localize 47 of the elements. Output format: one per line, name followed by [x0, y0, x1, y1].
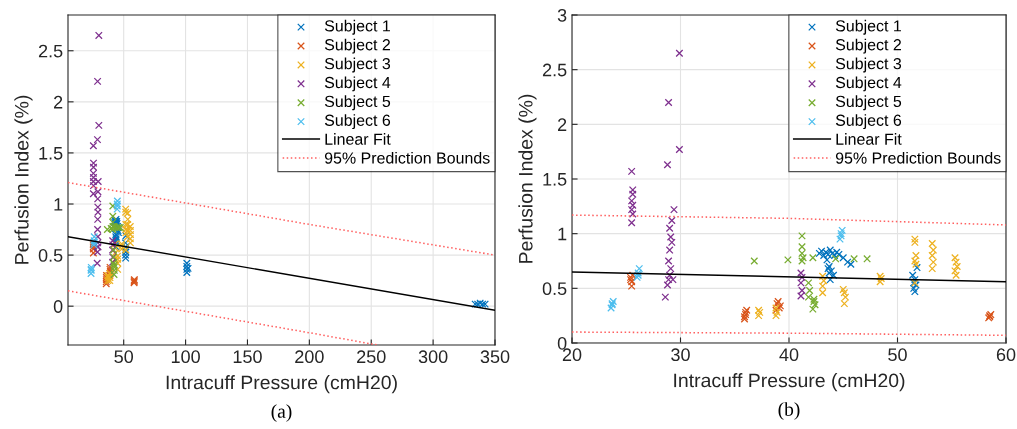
x-tick-label: 20 [562, 348, 582, 362]
text: (a) [271, 404, 292, 422]
legend-label: Subject 2 [835, 38, 901, 54]
legend-label: Subject 2 [324, 38, 390, 54]
x-tick-label: 30 [671, 348, 690, 362]
x-tick-label: 200 [295, 350, 324, 364]
legend-label: Subject 1 [324, 19, 390, 35]
x-tick-label: 60 [996, 348, 1016, 362]
legend-label: Subject 1 [835, 19, 901, 35]
y-tick-label: 0.5 [542, 282, 567, 296]
y-tick-label: 2.5 [542, 63, 567, 77]
y-tick-label: 1.5 [543, 173, 567, 186]
x-tick-label: 150 [233, 350, 262, 364]
x-tick-label: 350 [480, 350, 510, 364]
legend-label: Linear Fit [325, 133, 391, 145]
x-axis-title: Intracuff Pressure (cmH20) [166, 375, 397, 394]
y-tick-label: 1.5 [39, 147, 63, 160]
y-tick-label: 2.5 [38, 44, 63, 58]
x-tick-label: 300 [418, 350, 448, 364]
x-axis-title: Intracuff Pressure (cmH20) [674, 373, 905, 392]
legend-label: 95% Prediction Bounds [835, 151, 1001, 164]
x-tick-label: 250 [357, 350, 386, 364]
legend-label: Subject 6 [835, 114, 902, 130]
legend-label: Subject 5 [324, 95, 391, 111]
x-tick-label: 50 [888, 348, 907, 362]
legend-label: 95% Prediction Bounds [324, 151, 490, 164]
y-tick-label: 0 [53, 300, 63, 313]
x-tick-label: 40 [779, 348, 799, 362]
y-tick-label: 2 [558, 118, 567, 131]
legend-label: Subject 3 [835, 57, 902, 73]
text: (b) [778, 402, 800, 420]
y-axis-title: Perfusion Index (%) [14, 95, 33, 264]
x-tick-label: 100 [171, 350, 200, 364]
y-tick-label: 2 [54, 95, 63, 109]
legend-label: Subject 3 [324, 57, 391, 73]
y-axis-title: Perfusion Index (%) [518, 94, 537, 263]
legend-label: Linear Fit [836, 133, 902, 145]
y-tick-label: 0.5 [38, 249, 63, 262]
x-tick-label: 50 [114, 350, 134, 364]
y-tick-label: 1 [54, 198, 63, 211]
legend-label: Subject 4 [835, 76, 902, 92]
legend-label: Subject 4 [324, 76, 391, 92]
y-tick-label: 1 [558, 227, 567, 241]
legend-label: Subject 5 [835, 95, 902, 111]
legend-label: Subject 6 [324, 114, 391, 130]
y-tick-label: 0 [557, 336, 567, 350]
y-tick-label: 3 [557, 8, 567, 22]
